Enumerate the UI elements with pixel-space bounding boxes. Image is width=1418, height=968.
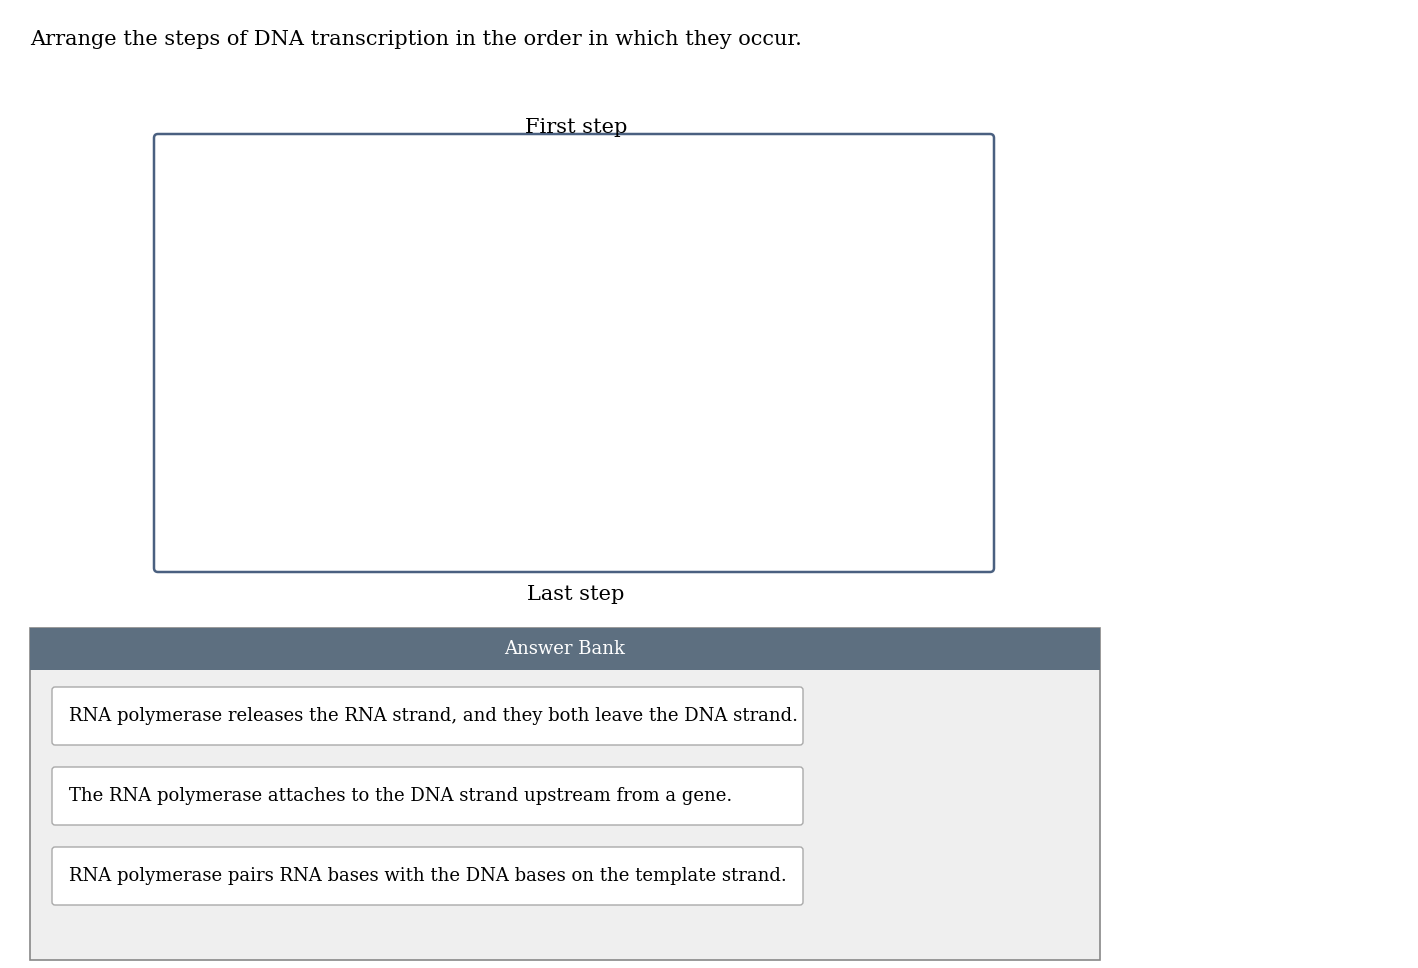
- FancyBboxPatch shape: [155, 134, 994, 572]
- Text: Answer Bank: Answer Bank: [505, 640, 625, 658]
- FancyBboxPatch shape: [52, 687, 803, 745]
- Text: The RNA polymerase attaches to the DNA strand upstream from a gene.: The RNA polymerase attaches to the DNA s…: [69, 787, 732, 805]
- FancyBboxPatch shape: [52, 767, 803, 825]
- Bar: [30, 628, 1100, 960]
- Text: Last step: Last step: [527, 585, 625, 604]
- Text: RNA polymerase pairs RNA bases with the DNA bases on the template strand.: RNA polymerase pairs RNA bases with the …: [69, 867, 787, 885]
- Bar: [30, 628, 1100, 670]
- Text: RNA polymerase releases the RNA strand, and they both leave the DNA strand.: RNA polymerase releases the RNA strand, …: [69, 707, 798, 725]
- Text: Arrange the steps of DNA transcription in the order in which they occur.: Arrange the steps of DNA transcription i…: [30, 30, 801, 49]
- Text: First step: First step: [525, 118, 627, 137]
- FancyBboxPatch shape: [52, 847, 803, 905]
